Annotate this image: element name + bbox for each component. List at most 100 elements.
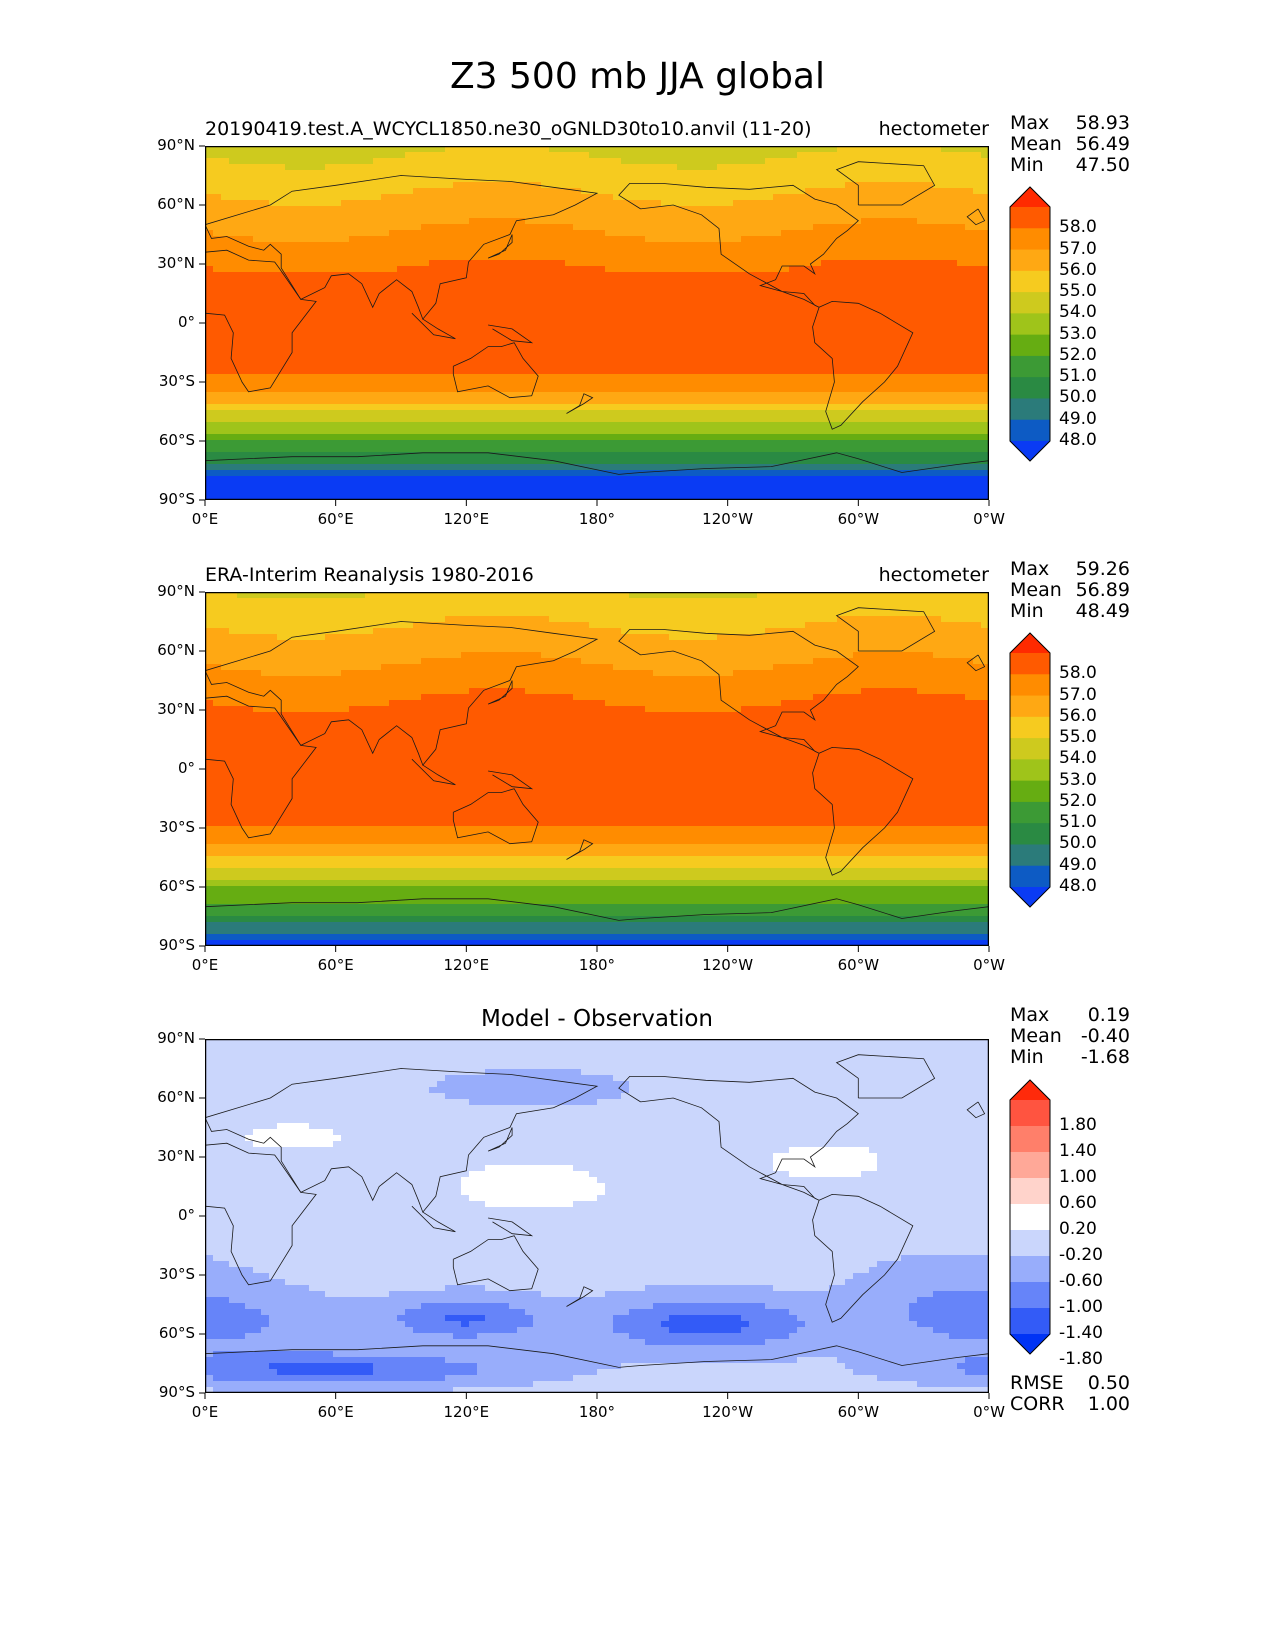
field-cell <box>277 278 286 285</box>
field-cell <box>405 326 414 333</box>
field-cell <box>917 410 926 417</box>
field-cell <box>725 212 734 219</box>
field-cell <box>661 362 670 369</box>
field-cell <box>381 212 390 219</box>
field-cell <box>221 278 230 285</box>
field-cell <box>509 434 518 441</box>
field-cell <box>749 146 758 153</box>
field-cell <box>333 290 342 297</box>
field-cell <box>925 392 934 399</box>
field-cell <box>741 368 750 375</box>
field-cell <box>589 266 598 273</box>
field-cell <box>493 158 502 165</box>
field-cell <box>613 284 622 291</box>
field-cell <box>669 302 678 309</box>
field-cell <box>229 416 238 423</box>
field-cell <box>349 152 358 159</box>
field-cell <box>285 332 294 339</box>
field-cell <box>293 194 302 201</box>
field-cell <box>813 446 822 453</box>
field-cell <box>293 248 302 255</box>
field-cell <box>581 158 590 165</box>
field-cell <box>221 158 230 165</box>
field-cell <box>333 440 342 447</box>
field-cell <box>341 278 350 285</box>
field-cell <box>221 410 230 417</box>
field-cell <box>261 272 270 279</box>
field-cell <box>717 332 726 339</box>
field-cell <box>437 302 446 309</box>
field-cell <box>821 182 830 189</box>
field-cell <box>973 392 982 399</box>
field-cell <box>853 392 862 399</box>
field-cell <box>309 206 318 213</box>
field-cell <box>581 314 590 321</box>
field-cell <box>549 326 558 333</box>
field-cell <box>421 320 430 327</box>
field-cell <box>685 404 694 411</box>
field-cell <box>453 350 462 357</box>
field-cell <box>629 272 638 279</box>
field-cell <box>317 398 326 405</box>
field-cell <box>365 398 374 405</box>
field-cell <box>517 314 526 321</box>
field-cell <box>309 218 318 225</box>
field-cell <box>885 380 894 387</box>
field-cell <box>469 146 478 153</box>
field-cell <box>957 146 966 153</box>
field-cell <box>645 290 654 297</box>
field-cell <box>741 356 750 363</box>
field-cell <box>373 278 382 285</box>
field-cell <box>477 422 486 429</box>
field-cell <box>805 386 814 393</box>
field-cell <box>285 254 294 261</box>
field-cell <box>685 242 694 249</box>
field-cell <box>741 362 750 369</box>
field-cell <box>677 164 686 171</box>
field-cell <box>413 416 422 423</box>
field-cell <box>581 440 590 447</box>
field-cell <box>957 224 966 231</box>
field-cell <box>389 284 398 291</box>
field-cell <box>901 380 910 387</box>
field-cell <box>757 326 766 333</box>
field-cell <box>709 206 718 213</box>
field-cell <box>725 158 734 165</box>
field-cell <box>517 152 526 159</box>
field-cell <box>373 440 382 447</box>
field-cell <box>509 416 518 423</box>
field-cell <box>461 218 470 225</box>
field-cell <box>453 434 462 441</box>
field-cell <box>893 224 902 231</box>
field-cell <box>565 200 574 207</box>
field-cell <box>509 422 518 429</box>
field-cell <box>789 170 798 177</box>
field-cell <box>261 152 270 159</box>
field-cell <box>837 302 846 309</box>
field-cell <box>293 386 302 393</box>
field-cell <box>381 350 390 357</box>
field-cell <box>293 380 302 387</box>
field-cell <box>885 152 894 159</box>
field-cell <box>437 158 446 165</box>
field-cell <box>205 344 214 351</box>
field-cell <box>581 434 590 441</box>
field-cell <box>565 188 574 195</box>
field-cell <box>693 200 702 207</box>
field-cell <box>341 164 350 171</box>
field-cell <box>509 332 518 339</box>
field-cell <box>437 170 446 177</box>
field-cell <box>229 350 238 357</box>
field-cell <box>901 314 910 321</box>
field-cell <box>533 254 542 261</box>
field-cell <box>285 230 294 237</box>
field-cell <box>605 272 614 279</box>
field-cell <box>293 338 302 345</box>
field-cell <box>717 374 726 381</box>
field-cell <box>485 224 494 231</box>
field-cell <box>957 380 966 387</box>
field-cell <box>205 374 214 381</box>
field-cell <box>725 308 734 315</box>
field-cell <box>533 386 542 393</box>
field-cell <box>821 224 830 231</box>
